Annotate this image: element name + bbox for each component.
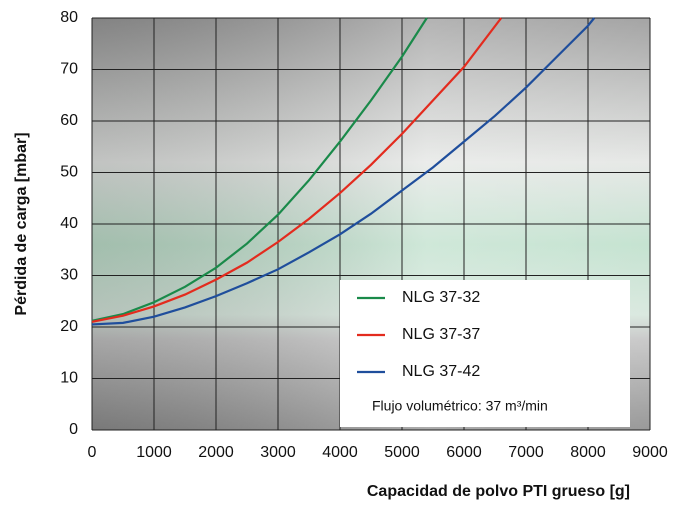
x-tick-label: 7000 bbox=[508, 444, 544, 461]
x-tick-label: 6000 bbox=[446, 444, 482, 461]
legend-label: NLG 37-42 bbox=[402, 363, 480, 380]
x-tick-label: 5000 bbox=[384, 444, 420, 461]
legend-label: NLG 37-37 bbox=[402, 326, 480, 343]
x-axis-title: Capacidad de polvo PTI grueso [g] bbox=[367, 483, 630, 500]
legend-annotation: Flujo volumétrico: 37 m³/min bbox=[372, 398, 548, 414]
x-tick-label: 3000 bbox=[260, 444, 296, 461]
x-tick-label: 1000 bbox=[136, 444, 172, 461]
y-tick-label: 60 bbox=[60, 112, 78, 129]
y-tick-label: 0 bbox=[69, 421, 78, 438]
x-tick-label: 0 bbox=[88, 444, 97, 461]
series-line bbox=[91, 17, 428, 322]
y-tick-label: 20 bbox=[60, 318, 78, 335]
y-tick-label: 10 bbox=[60, 370, 78, 387]
series-line bbox=[91, 17, 596, 326]
y-axis-title: Pérdida de carga [mbar] bbox=[13, 132, 30, 315]
x-tick-label: 4000 bbox=[322, 444, 358, 461]
y-tick-label: 50 bbox=[60, 164, 78, 181]
y-tick-label: 40 bbox=[60, 215, 78, 232]
x-tick-label: 9000 bbox=[632, 444, 668, 461]
x-tick-label: 2000 bbox=[198, 444, 234, 461]
legend-box bbox=[340, 280, 630, 427]
series-line bbox=[91, 17, 503, 323]
y-tick-label: 70 bbox=[60, 61, 78, 78]
legend-label: NLG 37-32 bbox=[402, 289, 480, 306]
x-tick-label: 8000 bbox=[570, 444, 606, 461]
y-tick-label: 80 bbox=[60, 9, 78, 26]
y-tick-label: 30 bbox=[60, 267, 78, 284]
